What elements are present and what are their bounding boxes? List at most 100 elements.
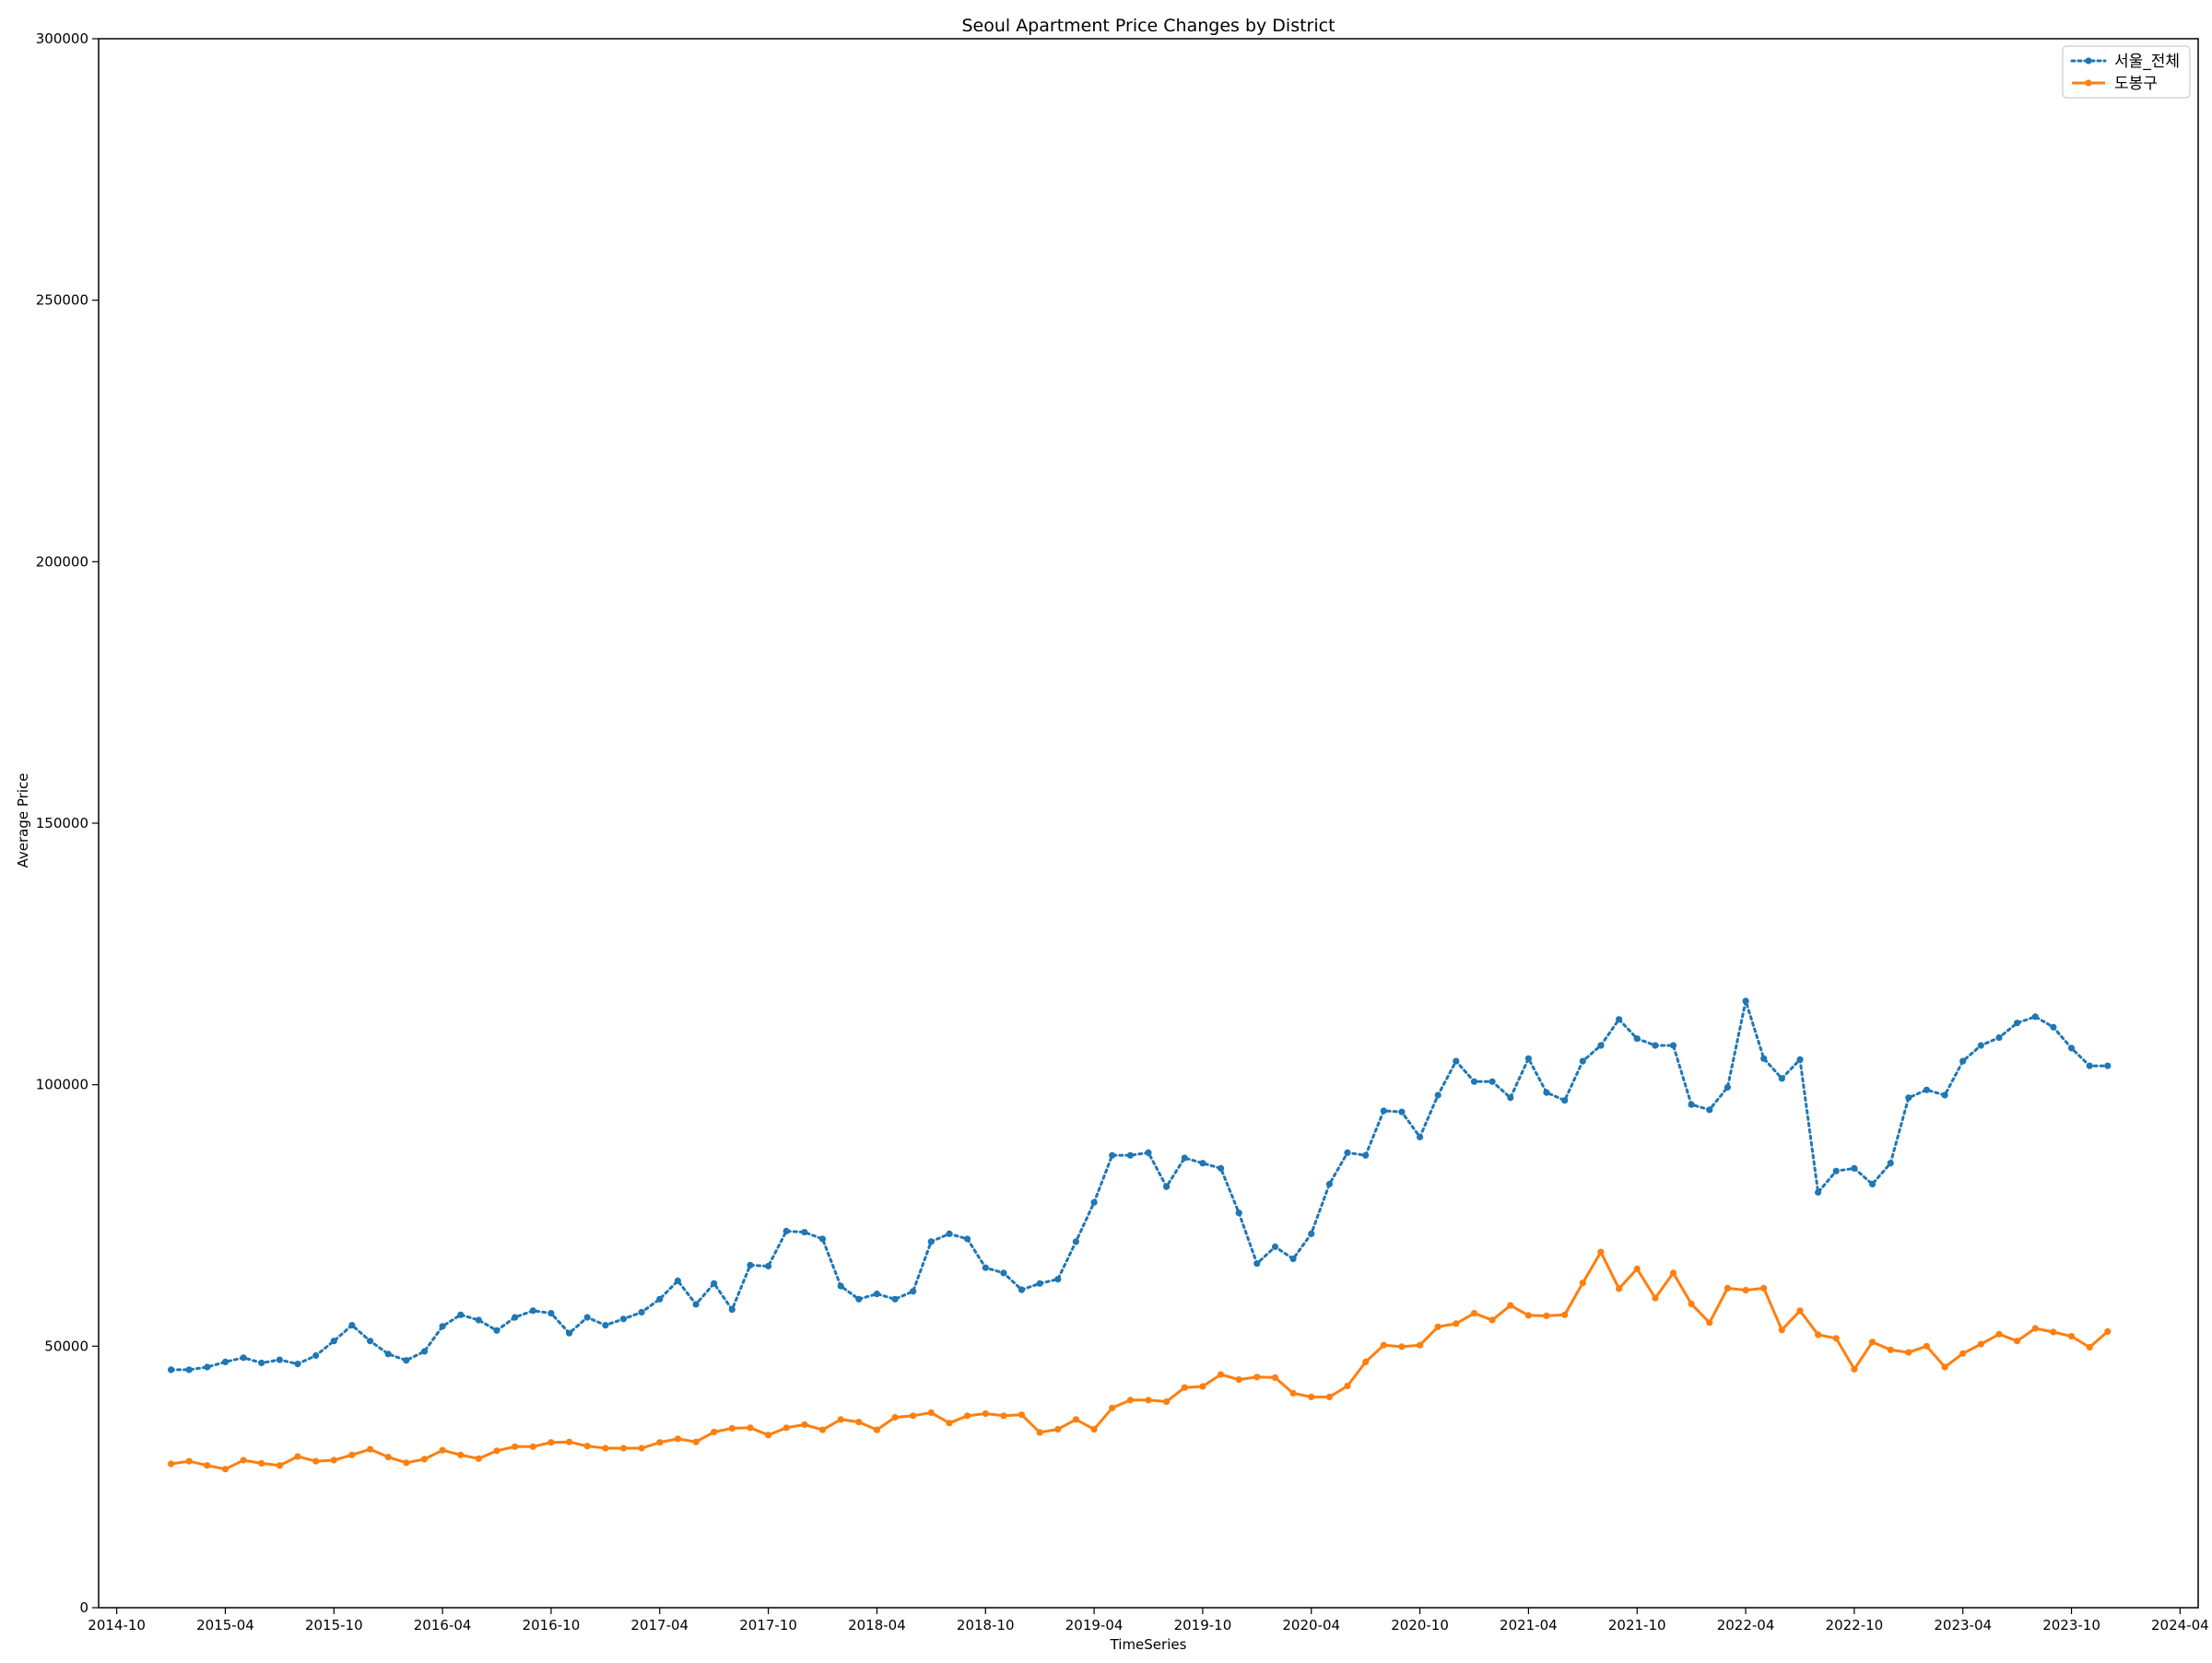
series-0-point (1072, 1238, 1079, 1245)
series-1-point (927, 1409, 935, 1416)
series-1-point (367, 1445, 374, 1453)
series-0-point (855, 1295, 863, 1303)
series-0-point (1453, 1057, 1460, 1065)
series-0-point (439, 1323, 446, 1330)
x-tick-label: 2023-10 (2042, 1617, 2100, 1634)
series-0-line (170, 995, 2110, 1372)
series-1-point (566, 1438, 573, 1445)
series-0-point (818, 1235, 827, 1243)
series-1-point (1090, 1425, 1098, 1433)
series-0-point (747, 1261, 754, 1268)
series-0-point (711, 1280, 718, 1287)
series-1-point (1253, 1374, 1261, 1381)
series-0-point (1923, 1086, 1930, 1093)
series-1-point (1271, 1374, 1279, 1381)
series-0-point (1995, 1034, 2003, 1042)
series-0-point (1832, 1167, 1840, 1174)
series-1-point (1633, 1265, 1641, 1272)
series-0-point (185, 1366, 193, 1374)
series-0-point (837, 1282, 844, 1290)
series-0-point (1271, 1243, 1279, 1251)
series-0-point (1959, 1057, 1967, 1065)
series-0-point (1488, 1078, 1496, 1085)
series-1-point (1380, 1341, 1387, 1349)
series-1-point (185, 1457, 193, 1465)
series-0-point (1289, 1256, 1297, 1263)
series-1-point (475, 1455, 483, 1462)
series-0-point (1145, 1149, 1152, 1156)
series-1-point (1507, 1302, 1514, 1309)
series-0-point (1380, 1107, 1387, 1115)
x-tick-label: 2022-10 (1826, 1617, 1884, 1634)
series-1-point (1434, 1323, 1441, 1330)
series-1-point (837, 1416, 844, 1423)
series-0-point (782, 1227, 790, 1235)
series-1-point (1126, 1397, 1134, 1404)
series-1-point (747, 1424, 754, 1432)
series-1-point (1597, 1248, 1605, 1256)
series-0-point (927, 1238, 935, 1245)
series-0-point (566, 1329, 573, 1337)
series-1-point (1036, 1429, 1043, 1436)
series-1-point (1145, 1397, 1152, 1404)
series-1-point (1235, 1376, 1242, 1384)
chart-title: Seoul Apartment Price Changes by Distric… (961, 16, 1335, 36)
series-0-point (2104, 1062, 2112, 1069)
series-1-point (258, 1459, 265, 1467)
series-1-point (1289, 1389, 1297, 1397)
series-1-point (547, 1439, 555, 1446)
series-0-point (1669, 1042, 1677, 1049)
series-0-point (1633, 1035, 1641, 1043)
series-0-point (493, 1327, 500, 1334)
series-1-point (674, 1435, 682, 1443)
series-1-point (1308, 1393, 1315, 1400)
x-tick-label: 2016-04 (414, 1617, 472, 1634)
series-1-point (765, 1432, 772, 1439)
series-1-point (818, 1426, 827, 1433)
series-0-point (2050, 1023, 2057, 1031)
series-1-point (692, 1438, 700, 1445)
series-1-point (1652, 1294, 1659, 1302)
series-1-point (1344, 1382, 1351, 1390)
series-0-point (312, 1351, 320, 1360)
x-tick-label: 2018-10 (957, 1617, 1015, 1634)
series-0-point (1760, 1055, 1768, 1062)
series-0-point (547, 1310, 555, 1317)
series-1-point (168, 1460, 175, 1468)
series-0-point (619, 1315, 628, 1323)
series-1-point (1887, 1346, 1894, 1353)
series-1-point (1218, 1371, 1225, 1378)
series-0-point (367, 1338, 374, 1345)
series-1-point (711, 1428, 718, 1435)
series-0-point (1362, 1151, 1370, 1159)
legend-label: 서울_전체 (2114, 53, 2180, 71)
series-0-point (384, 1350, 392, 1358)
series-1-point (1325, 1393, 1333, 1400)
series-1-point (493, 1447, 500, 1455)
series-0-point (1652, 1042, 1659, 1049)
series-1-point (529, 1443, 536, 1450)
series-0-point (276, 1356, 283, 1363)
series-0-point (2086, 1062, 2093, 1069)
series-1-point (1688, 1300, 1695, 1307)
series-1-point (855, 1419, 863, 1426)
series-0-point (475, 1316, 483, 1324)
series-0-point (982, 1264, 989, 1271)
series-0-point (638, 1308, 645, 1316)
series-1-point (1362, 1358, 1370, 1365)
series-0-point (910, 1288, 917, 1295)
series-0-point (1344, 1149, 1351, 1156)
series-1-point (1453, 1320, 1460, 1327)
series-0-point (1524, 1055, 1532, 1062)
series-1-point (602, 1445, 609, 1452)
series-1-point (2086, 1343, 2093, 1351)
series-1-point (656, 1439, 664, 1446)
series-0-point (1941, 1091, 1948, 1099)
series-0-point (1218, 1164, 1225, 1172)
series-1-point (1706, 1319, 1713, 1327)
series-1-point (1959, 1350, 1967, 1357)
series-1-point (1398, 1343, 1406, 1350)
series-0-point (1905, 1094, 1912, 1102)
